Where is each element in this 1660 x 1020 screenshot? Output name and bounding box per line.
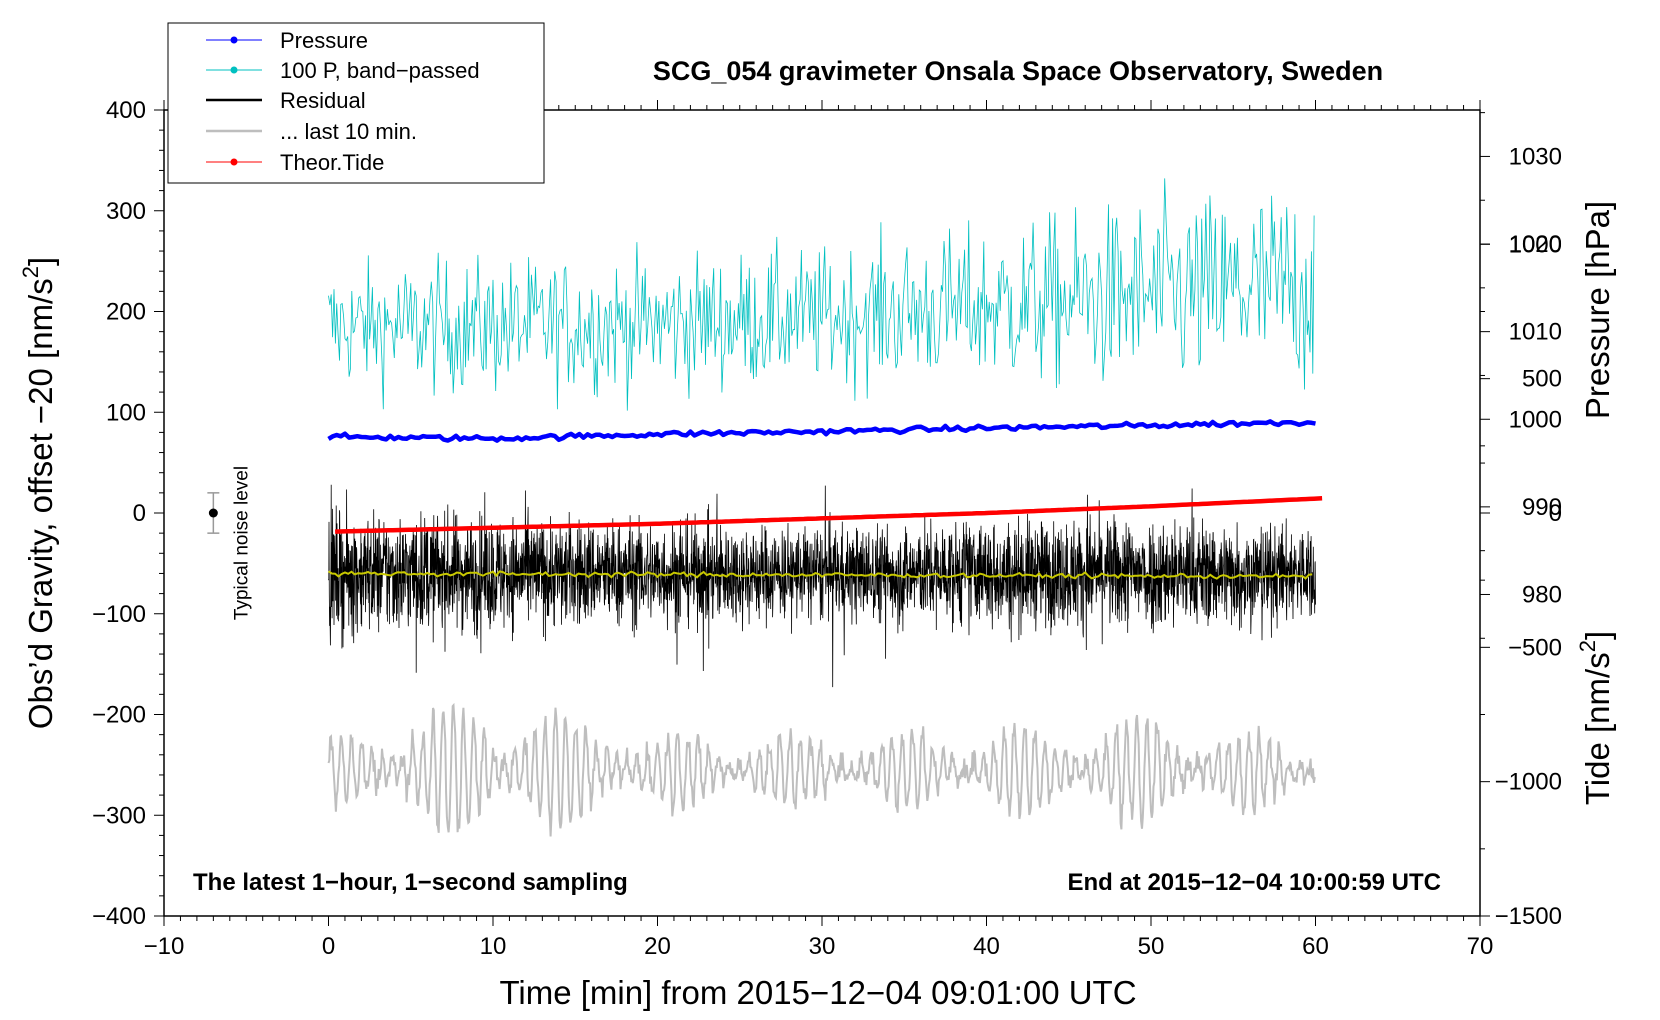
y-left-tick-label: −300 xyxy=(92,802,146,829)
y-left-tick-label: 100 xyxy=(106,399,146,426)
tide-tick-label: 500 xyxy=(1522,366,1562,393)
chart-title: SCG_054 gravimeter Onsala Space Observat… xyxy=(653,56,1383,86)
y-left-tick-label: −200 xyxy=(92,702,146,729)
x-tick-label: 10 xyxy=(480,933,507,960)
x-tick-label: −10 xyxy=(144,933,185,960)
series-residual xyxy=(328,484,1316,688)
tick-layer xyxy=(154,100,1490,926)
noise-point xyxy=(208,508,218,518)
legend-marker-bandpassed xyxy=(230,66,238,74)
noise-label: Typical noise level xyxy=(231,466,252,620)
tick-label-layer: −10 0 10 20 30 40 50 60 704003002001000−100−200−… xyxy=(92,97,1562,960)
y-axis-title-tide-main: Tide [nm/s xyxy=(1579,652,1616,805)
x-tick-label: 20 xyxy=(644,933,671,960)
tide-tick-label: −1000 xyxy=(1495,769,1562,796)
tide-tick-label: 1000 xyxy=(1509,231,1562,258)
legend-label-tide: Theor.Tide xyxy=(280,150,384,175)
legend-label-last10: ... last 10 min. xyxy=(280,119,417,144)
legend-item-residual: Residual xyxy=(206,88,366,113)
series-pressure xyxy=(327,419,1316,443)
y-left-tick-label: −400 xyxy=(92,903,146,930)
legend-label-pressure: Pressure xyxy=(280,28,368,53)
pressure-tick-label: 1030 xyxy=(1509,143,1562,170)
y-axis-title-left: Obs’d Gravity, offset −20 [nm/s2] xyxy=(18,257,59,729)
legend-item-bandpassed: 100 P, band−passed xyxy=(206,58,480,83)
y-left-tick-label: 400 xyxy=(106,97,146,124)
y-axis-title-left-tail: ] xyxy=(22,257,59,266)
series-residual-smoothed xyxy=(327,570,1313,580)
legend-item-pressure: Pressure xyxy=(206,28,368,53)
note-left: The latest 1−hour, 1−second sampling xyxy=(193,869,628,896)
y-left-tick-label: 300 xyxy=(106,198,146,225)
x-tick-label: 40 xyxy=(973,933,1000,960)
legend-label-residual: Residual xyxy=(280,88,366,113)
y-axis-title-pressure: Pressure [hPa] xyxy=(1579,201,1616,419)
y-axis-title-tide-sup: 2 xyxy=(1575,640,1600,652)
series-theoretical-tide xyxy=(335,496,1323,534)
noise-indicator: Typical noise level xyxy=(207,466,252,620)
x-tick-label: 30 xyxy=(809,933,836,960)
y-axis-title-left-sup: 2 xyxy=(18,266,43,278)
pressure-tick-label: 990 xyxy=(1522,494,1562,521)
series-last-10-min xyxy=(327,702,1316,837)
legend-marker-pressure xyxy=(230,36,238,44)
legend-label-bandpassed: 100 P, band−passed xyxy=(280,58,480,83)
x-tick-label: 50 xyxy=(1138,933,1165,960)
pressure-tick-label: 1020 xyxy=(1509,231,1562,258)
y-left-tick-label: 200 xyxy=(106,299,146,326)
plot-frame xyxy=(163,109,1481,917)
x-tick-label: 70 xyxy=(1467,933,1494,960)
tide-tick-label: −500 xyxy=(1508,634,1562,661)
x-axis-title: Time [min] from 2015−12−04 09:01:00 UTC xyxy=(499,974,1136,1011)
tide-tick-label: −1500 xyxy=(1495,903,1562,930)
y-left-tick-label: 0 xyxy=(133,500,146,527)
series-layer xyxy=(327,178,1323,837)
y-axis-title-tide: Tide [nm/s2] xyxy=(1575,631,1616,805)
pressure-tick-label: 1000 xyxy=(1509,406,1562,433)
legend: Pressure 100 P, band−passed Residual ...… xyxy=(167,22,545,184)
pressure-tick-label: 980 xyxy=(1522,581,1562,608)
x-tick-label: 0 xyxy=(322,933,335,960)
note-right: End at 2015−12−04 10:00:59 UTC xyxy=(1067,869,1441,896)
tide-tick-label: 0 xyxy=(1549,500,1562,527)
y-left-tick-label: −100 xyxy=(92,601,146,628)
y-axis-title-left-main: Obs’d Gravity, offset −20 [nm/s xyxy=(22,278,59,729)
legend-item-last10: ... last 10 min. xyxy=(206,119,417,144)
legend-box xyxy=(167,22,545,184)
y-axis-title-tide-tail: ] xyxy=(1579,631,1616,640)
series-bandpassed-pressure xyxy=(328,178,1315,411)
pressure-tick-label: 1010 xyxy=(1509,319,1562,346)
legend-item-tide: Theor.Tide xyxy=(206,150,384,175)
x-tick-label: 60 xyxy=(1302,933,1329,960)
legend-marker-tide xyxy=(230,158,238,166)
